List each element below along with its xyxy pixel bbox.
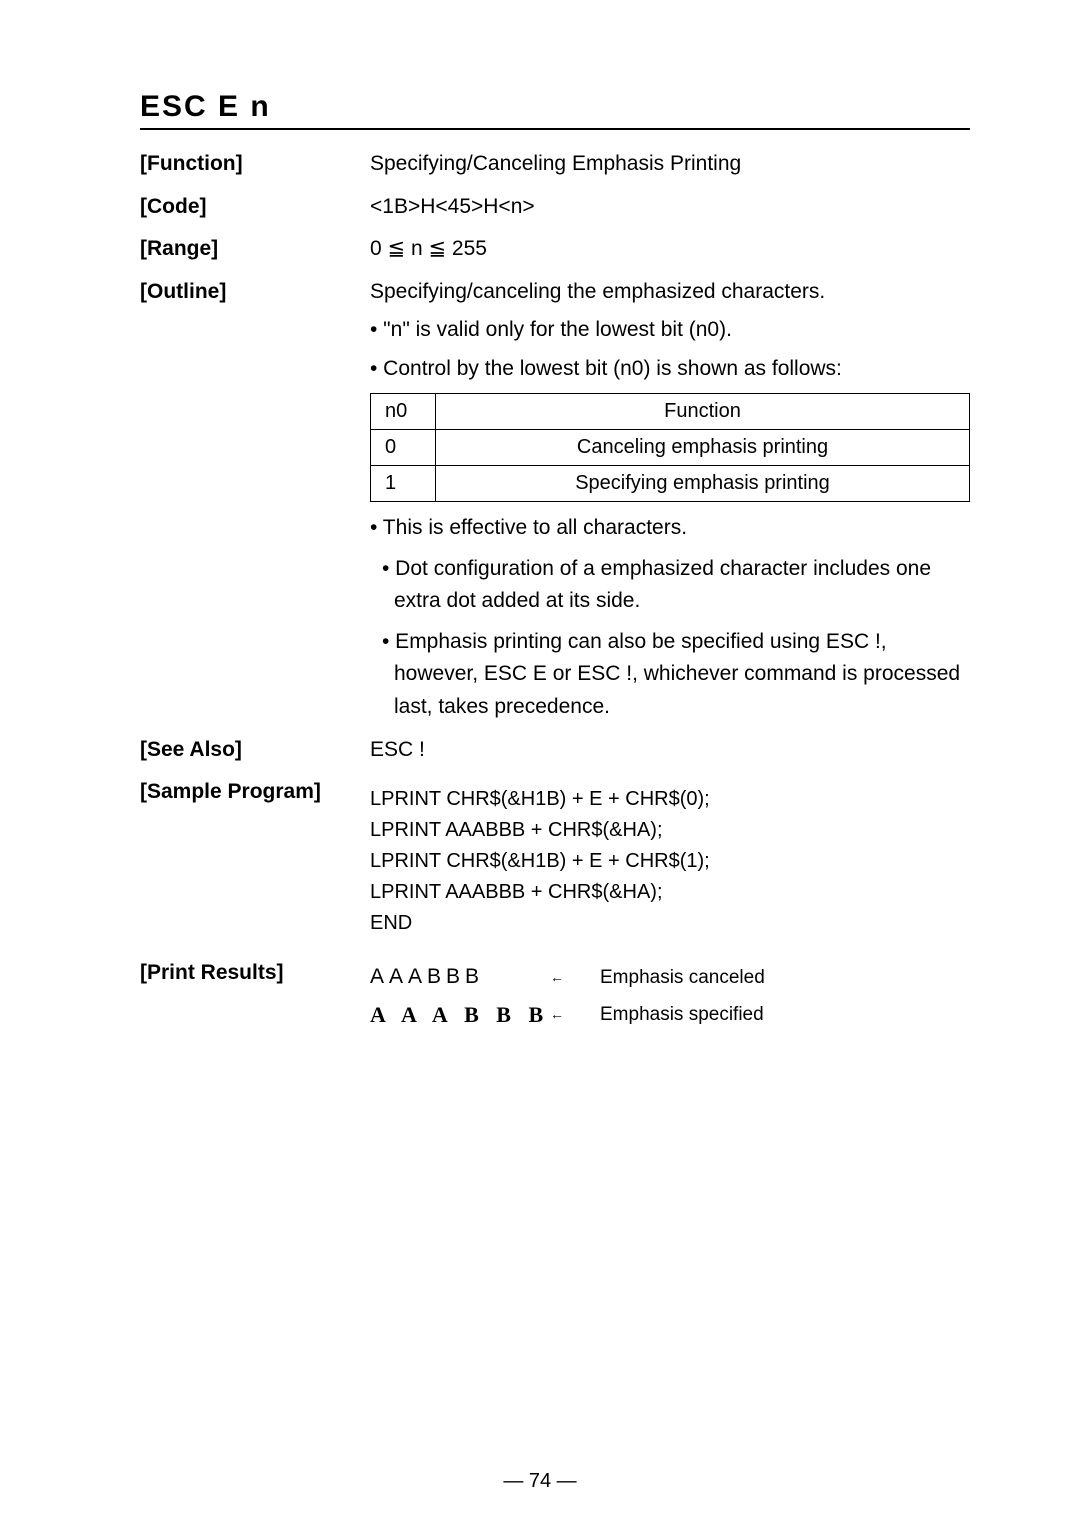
outline-bullet3: • This is effective to all characters. <box>370 512 970 545</box>
see-also-value: ESC ! <box>370 734 970 767</box>
table-row: 0 Canceling emphasis printing <box>371 430 970 466</box>
range-label: [Range] <box>140 233 370 266</box>
print-results-row: [Print Results] AAABBB ← Emphasis cancel… <box>140 957 970 1036</box>
sample-output-bold: A A A B B B <box>370 998 550 1032</box>
print-results-label: [Print Results] <box>140 957 370 1036</box>
outline-bullet5: • Emphasis printing can also be specifie… <box>370 626 970 724</box>
table-header-n0: n0 <box>371 394 436 430</box>
table-cell-n0: 0 <box>371 430 436 466</box>
function-table: n0 Function 0 Canceling emphasis printin… <box>370 393 970 502</box>
page-title: ESC E n <box>140 90 970 124</box>
table-cell-n0: 1 <box>371 466 436 502</box>
code-line: LPRINT CHR$(&H1B) + E + CHR$(1); <box>370 846 970 877</box>
code-value: <1B>H<45>H<n> <box>370 191 970 224</box>
sample-program-row: [Sample Program] LPRINT CHR$(&H1B) + E +… <box>140 776 970 939</box>
table-header-func: Function <box>436 394 970 430</box>
code-line: LPRINT CHR$(&H1B) + E + CHR$(0); <box>370 784 970 815</box>
print-result-line: AAABBB ← Emphasis canceled <box>370 961 970 994</box>
result-label-1: Emphasis canceled <box>600 963 765 992</box>
outline-bullet1: • "n" is valid only for the lowest bit (… <box>370 314 970 347</box>
arrow-icon: ← <box>550 967 600 989</box>
see-also-row: [See Also] ESC ! <box>140 734 970 767</box>
print-results-value: AAABBB ← Emphasis canceled A A A B B B ←… <box>370 961 970 1036</box>
outline-label: [Outline] <box>140 276 370 724</box>
outline-bullet2: • Control by the lowest bit (n0) is show… <box>370 353 970 386</box>
sample-program-label: [Sample Program] <box>140 776 370 939</box>
function-value: Specifying/Canceling Emphasis Printing <box>370 148 970 181</box>
table-cell-func: Specifying emphasis printing <box>436 466 970 502</box>
outline-row: [Outline] Specifying/canceling the empha… <box>140 276 970 724</box>
table-cell-func: Canceling emphasis printing <box>436 430 970 466</box>
arrow-icon: ← <box>550 1004 600 1026</box>
table-row: n0 Function <box>371 394 970 430</box>
code-label: [Code] <box>140 191 370 224</box>
see-also-label: [See Also] <box>140 734 370 767</box>
print-result-line: A A A B B B ← Emphasis specified <box>370 998 970 1032</box>
range-row: [Range] 0 ≦ n ≦ 255 <box>140 233 970 266</box>
outline-value: Specifying/canceling the emphasized char… <box>370 276 970 724</box>
sample-program-code: LPRINT CHR$(&H1B) + E + CHR$(0); LPRINT … <box>370 784 970 939</box>
result-label-2: Emphasis specified <box>600 1000 764 1029</box>
outline-line1: Specifying/canceling the emphasized char… <box>370 276 970 309</box>
function-row: [Function] Specifying/Canceling Emphasis… <box>140 148 970 181</box>
code-row: [Code] <1B>H<45>H<n> <box>140 191 970 224</box>
page-number: — 74 — <box>0 1470 1080 1493</box>
outline-bullet4: • Dot configuration of a emphasized char… <box>370 553 970 618</box>
code-line: END <box>370 908 970 939</box>
title-rule <box>140 128 970 130</box>
code-line: LPRINT AAABBB + CHR$(&HA); <box>370 877 970 908</box>
code-line: LPRINT AAABBB + CHR$(&HA); <box>370 815 970 846</box>
sample-output-regular: AAABBB <box>370 961 550 994</box>
range-value: 0 ≦ n ≦ 255 <box>370 233 970 266</box>
table-row: 1 Specifying emphasis printing <box>371 466 970 502</box>
function-label: [Function] <box>140 148 370 181</box>
